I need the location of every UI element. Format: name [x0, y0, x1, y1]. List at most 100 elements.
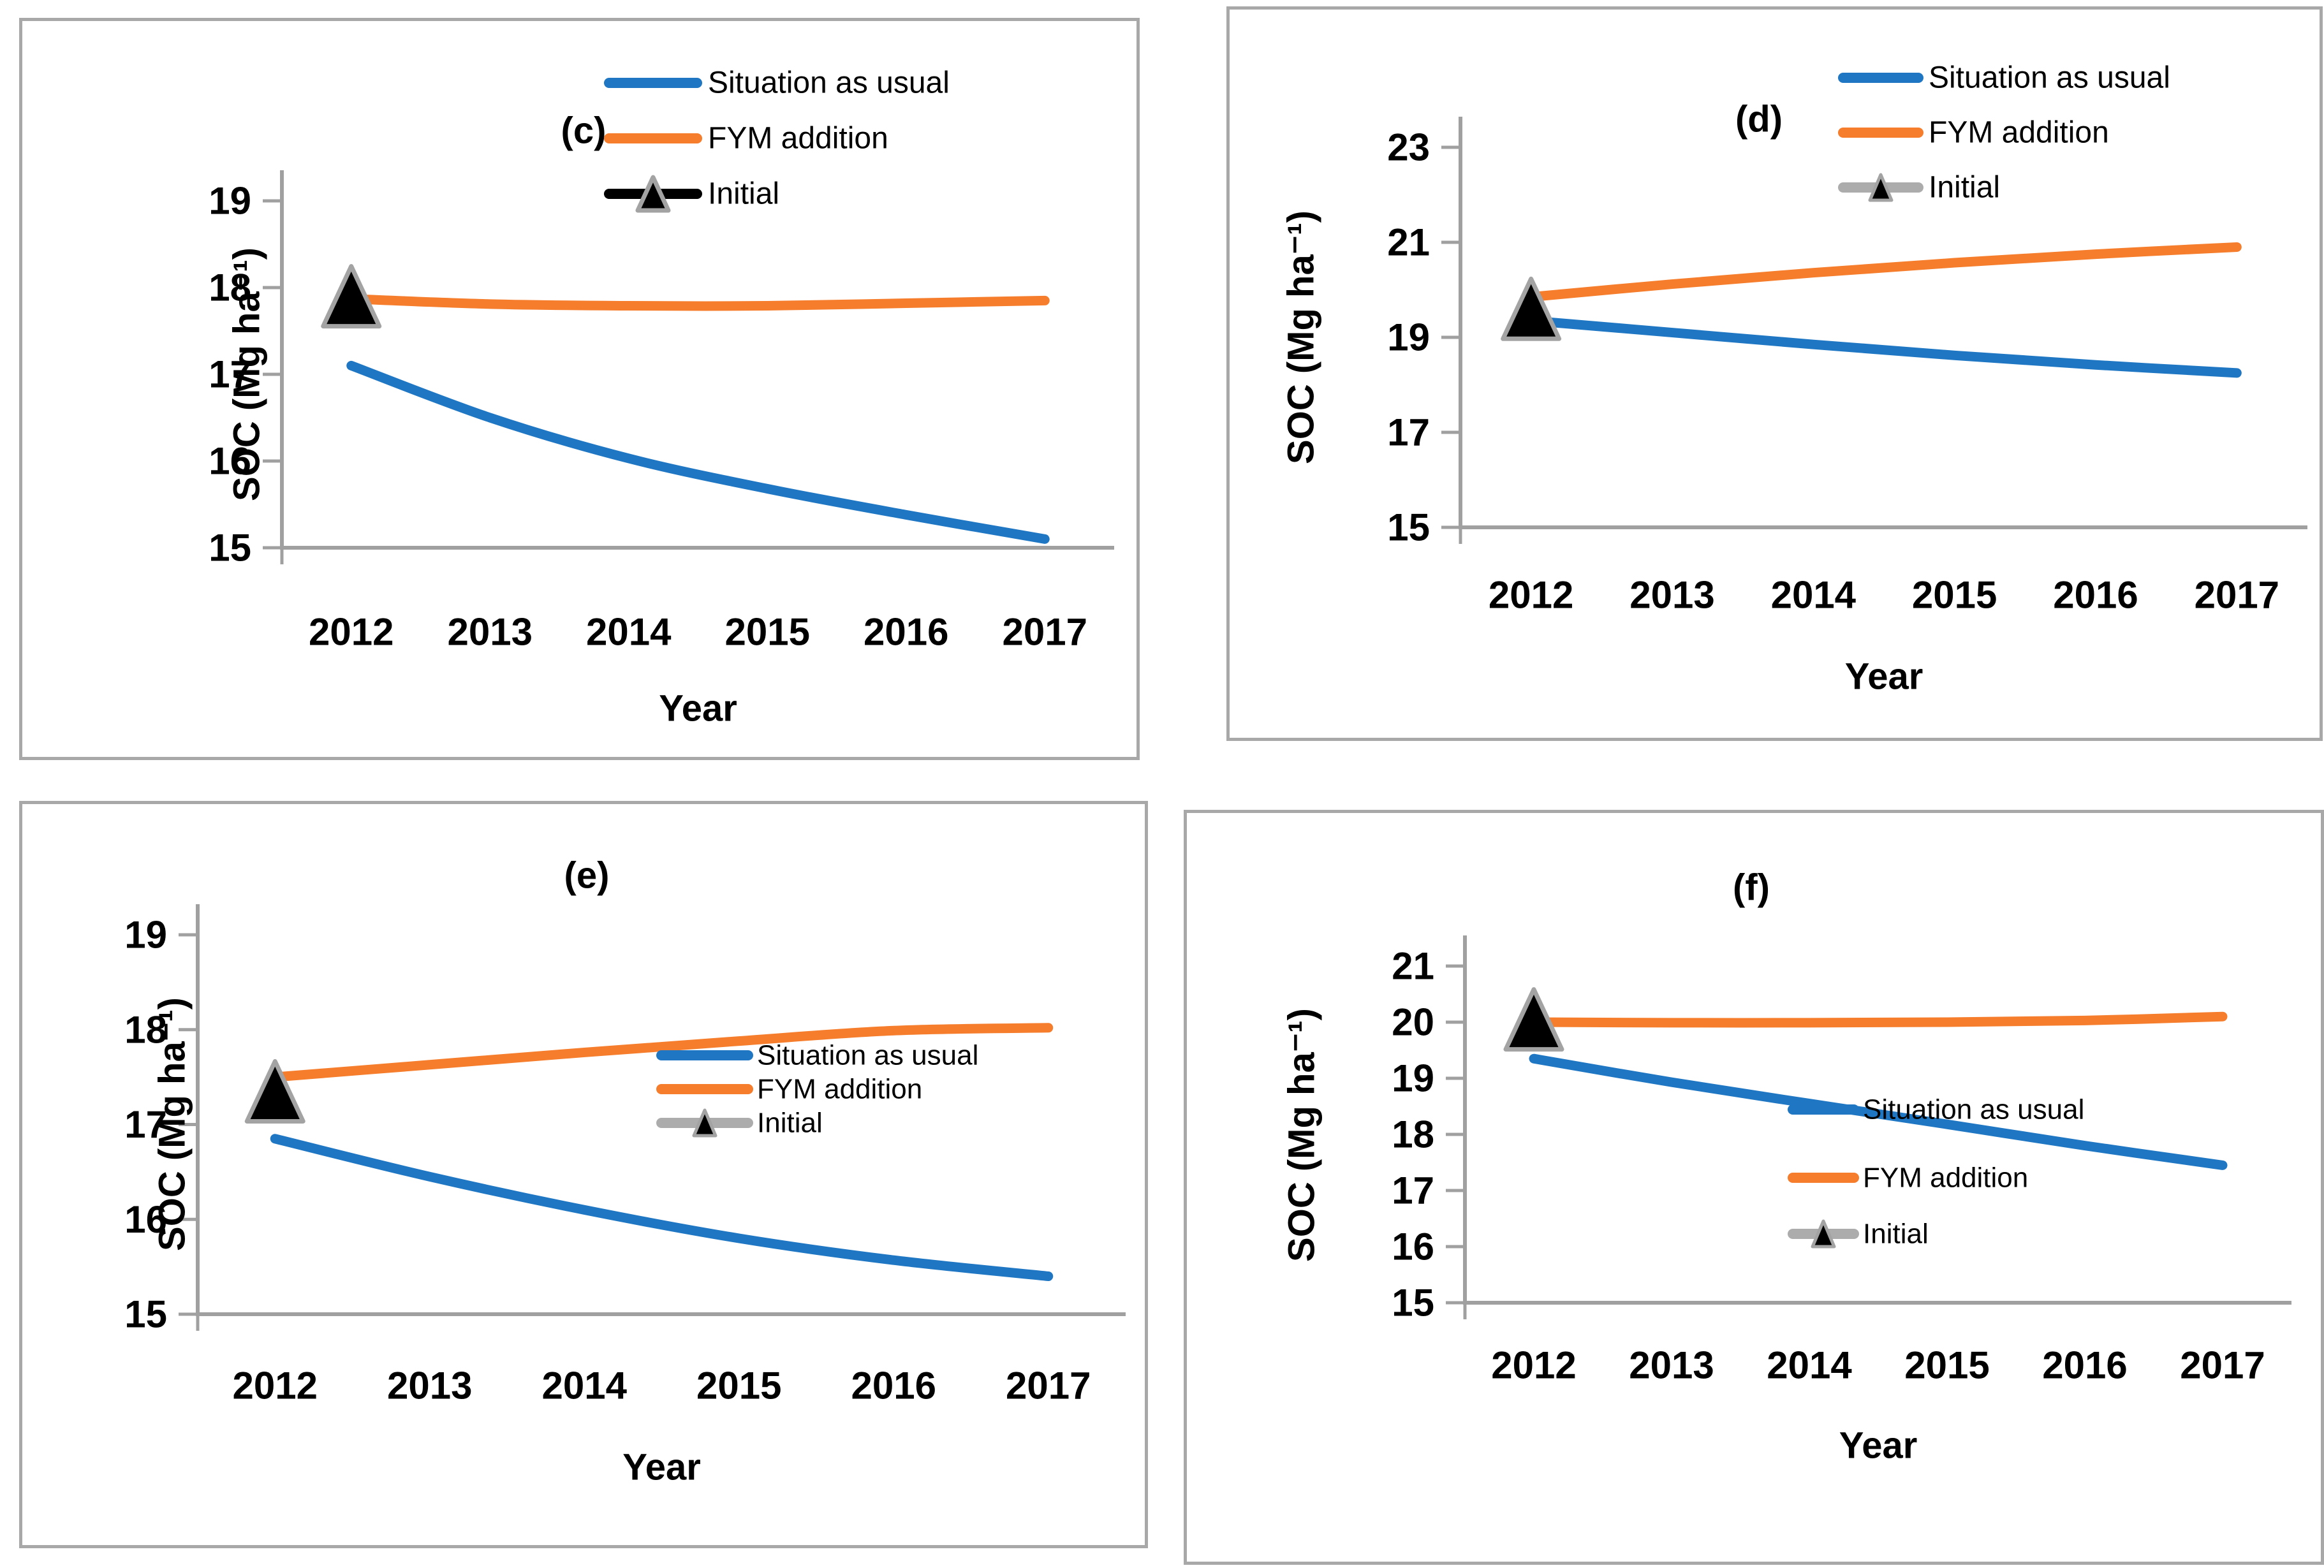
y-tick-label: 23: [1387, 126, 1430, 169]
x-tick-label: 2016: [2053, 574, 2138, 617]
legend-item-fym: FYM addition: [1838, 116, 2109, 150]
chart-d: 15 17 19 21 23 2012 2013 2014 2015 2016 2017 Year SO…: [1281, 61, 2307, 698]
x-tick-label: 2014: [586, 611, 672, 654]
chart-f: 15 16 17 18 19 20 21 2012 2013 2014 2015 2016 2017 Ye…: [1281, 867, 2291, 1467]
initial-marker-triangle: [1501, 276, 1562, 341]
y-axis-title: SOC (Mg ha⁻¹): [226, 247, 268, 501]
y-tick-label: 17: [1387, 411, 1430, 454]
x-tick-label: 2015: [1904, 1344, 1989, 1387]
panel-title: (f): [1733, 867, 1770, 909]
x-tick-label: 2013: [387, 1365, 472, 1407]
x-tick-label: 2015: [1912, 574, 1997, 617]
legend-label: Situation as usual: [1929, 61, 2170, 95]
x-axis-title: Year: [1845, 656, 1923, 698]
legend-label: Initial: [1929, 171, 2000, 205]
y-axis-title: SOC (Mg ha⁻¹): [1281, 1008, 1323, 1262]
panel-f: 15 16 17 18 19 20 21 2012 2013 2014 2015 2016 2017 Ye…: [1184, 810, 2324, 1565]
x-axis-title: Year: [659, 688, 737, 729]
x-tick-label: 2013: [1629, 574, 1714, 617]
x-tick-label: 2017: [2180, 1344, 2265, 1387]
panel-c: 15 16 17 18 19 2012 2013 2014 2015 2016 2017 Year SO…: [19, 18, 1140, 760]
legend-initial-triangle-icon: [1868, 173, 1894, 202]
x-tick-label: 2016: [2042, 1344, 2127, 1387]
y-tick-label: 19: [1387, 316, 1430, 359]
y-tick-label: 16: [1392, 1226, 1434, 1268]
y-tick-label: 17: [1392, 1169, 1434, 1212]
y-tick-label: 16: [209, 440, 251, 483]
x-tick-label: 2015: [696, 1365, 781, 1407]
y-tick-label: 15: [124, 1293, 167, 1336]
legend-item-initial: Initial: [1838, 171, 2000, 205]
legend-label: Initial: [1863, 1219, 1929, 1250]
initial-marker-triangle: [321, 264, 382, 329]
panel-title: (e): [564, 855, 610, 897]
y-axis-title: SOC (Mg ha⁻¹): [152, 997, 193, 1251]
y-tick-label: 21: [1392, 945, 1434, 988]
legend-item-situation: Situation as usual: [1788, 1094, 2084, 1125]
legend-label: Situation as usual: [1863, 1094, 2084, 1125]
y-axis-title: SOC (Mg ha⁻¹): [1281, 210, 1322, 464]
legend-initial-triangle-icon: [635, 175, 671, 213]
y-tick-label: 15: [1392, 1282, 1434, 1324]
panel-title: (c): [561, 110, 607, 152]
x-tick-label: 2017: [1003, 611, 1087, 654]
legend-label: Initial: [757, 1108, 823, 1139]
x-axis-title: Year: [1839, 1425, 1918, 1467]
y-tick-label: 18: [124, 1008, 167, 1051]
y-tick-label: 18: [1392, 1113, 1434, 1156]
y-tick-label: 21: [1387, 221, 1430, 264]
y-tick-label: 18: [209, 267, 251, 309]
x-tick-label: 2014: [1771, 574, 1857, 617]
chart-c: 15 16 17 18 19 2012 2013 2014 2015 2016 2017 Year SO…: [209, 66, 1114, 729]
legend-label: Situation as usual: [757, 1040, 978, 1071]
legend-item-situation: Situation as usual: [1838, 61, 2170, 95]
legend-item-fym: FYM addition: [1788, 1162, 2028, 1194]
y-tick-label: 15: [1387, 506, 1430, 549]
legend-item-fym: FYM addition: [604, 122, 888, 156]
x-tick-label: 2013: [1629, 1344, 1714, 1387]
series-fym-addition: [346, 294, 1050, 311]
y-tick-label: 19: [124, 914, 167, 956]
legend-label: Initial: [708, 177, 779, 211]
panel-e: 15 16 17 18 19 2012 2013 2014 2015 2016 2017 Year SO…: [19, 801, 1148, 1548]
initial-marker-triangle: [244, 1059, 305, 1124]
legend-item-initial: Initial: [1788, 1219, 1929, 1250]
y-tick-label: 19: [1392, 1057, 1434, 1100]
series-situation-as-usual: [1529, 1053, 2228, 1170]
series-situation-as-usual: [270, 1134, 1054, 1281]
legend-item-situation: Situation as usual: [604, 66, 950, 100]
initial-marker-triangle: [1503, 987, 1564, 1052]
x-axis-title: Year: [622, 1447, 701, 1488]
y-tick-label: 20: [1392, 1001, 1434, 1044]
x-tick-label: 2012: [1489, 574, 1573, 617]
x-tick-label: 2017: [1006, 1365, 1091, 1407]
series-fym-addition: [270, 1023, 1054, 1082]
y-tick-label: 17: [209, 353, 251, 396]
legend-label: Situation as usual: [708, 66, 950, 100]
panel-title: (d): [1735, 99, 1783, 140]
x-tick-label: 2012: [309, 611, 393, 654]
legend-initial-triangle-icon: [1811, 1219, 1836, 1249]
x-tick-label: 2017: [2195, 574, 2279, 617]
series-situation-as-usual: [1526, 316, 2242, 378]
legend-label: FYM addition: [757, 1074, 922, 1105]
y-tick-label: 15: [209, 527, 251, 569]
x-tick-label: 2016: [864, 611, 948, 654]
y-tick-label: 19: [209, 180, 251, 223]
legend-item-fym: FYM addition: [656, 1074, 922, 1105]
series-fym-addition: [1529, 1011, 2228, 1028]
x-tick-label: 2016: [851, 1365, 936, 1407]
x-tick-label: 2014: [542, 1365, 628, 1407]
y-tick-label: 17: [124, 1103, 167, 1146]
x-tick-label: 2015: [725, 611, 810, 654]
legend-item-initial: Initial: [656, 1108, 823, 1139]
series-fym-addition: [1526, 242, 2242, 302]
y-tick-label: 16: [124, 1198, 167, 1241]
series-situation-as-usual: [346, 360, 1050, 544]
x-tick-label: 2013: [448, 611, 533, 654]
legend-item-initial: Initial: [604, 175, 779, 213]
legend-label: FYM addition: [1863, 1162, 2028, 1194]
x-tick-label: 2012: [233, 1365, 318, 1407]
legend-item-situation: Situation as usual: [656, 1040, 978, 1071]
